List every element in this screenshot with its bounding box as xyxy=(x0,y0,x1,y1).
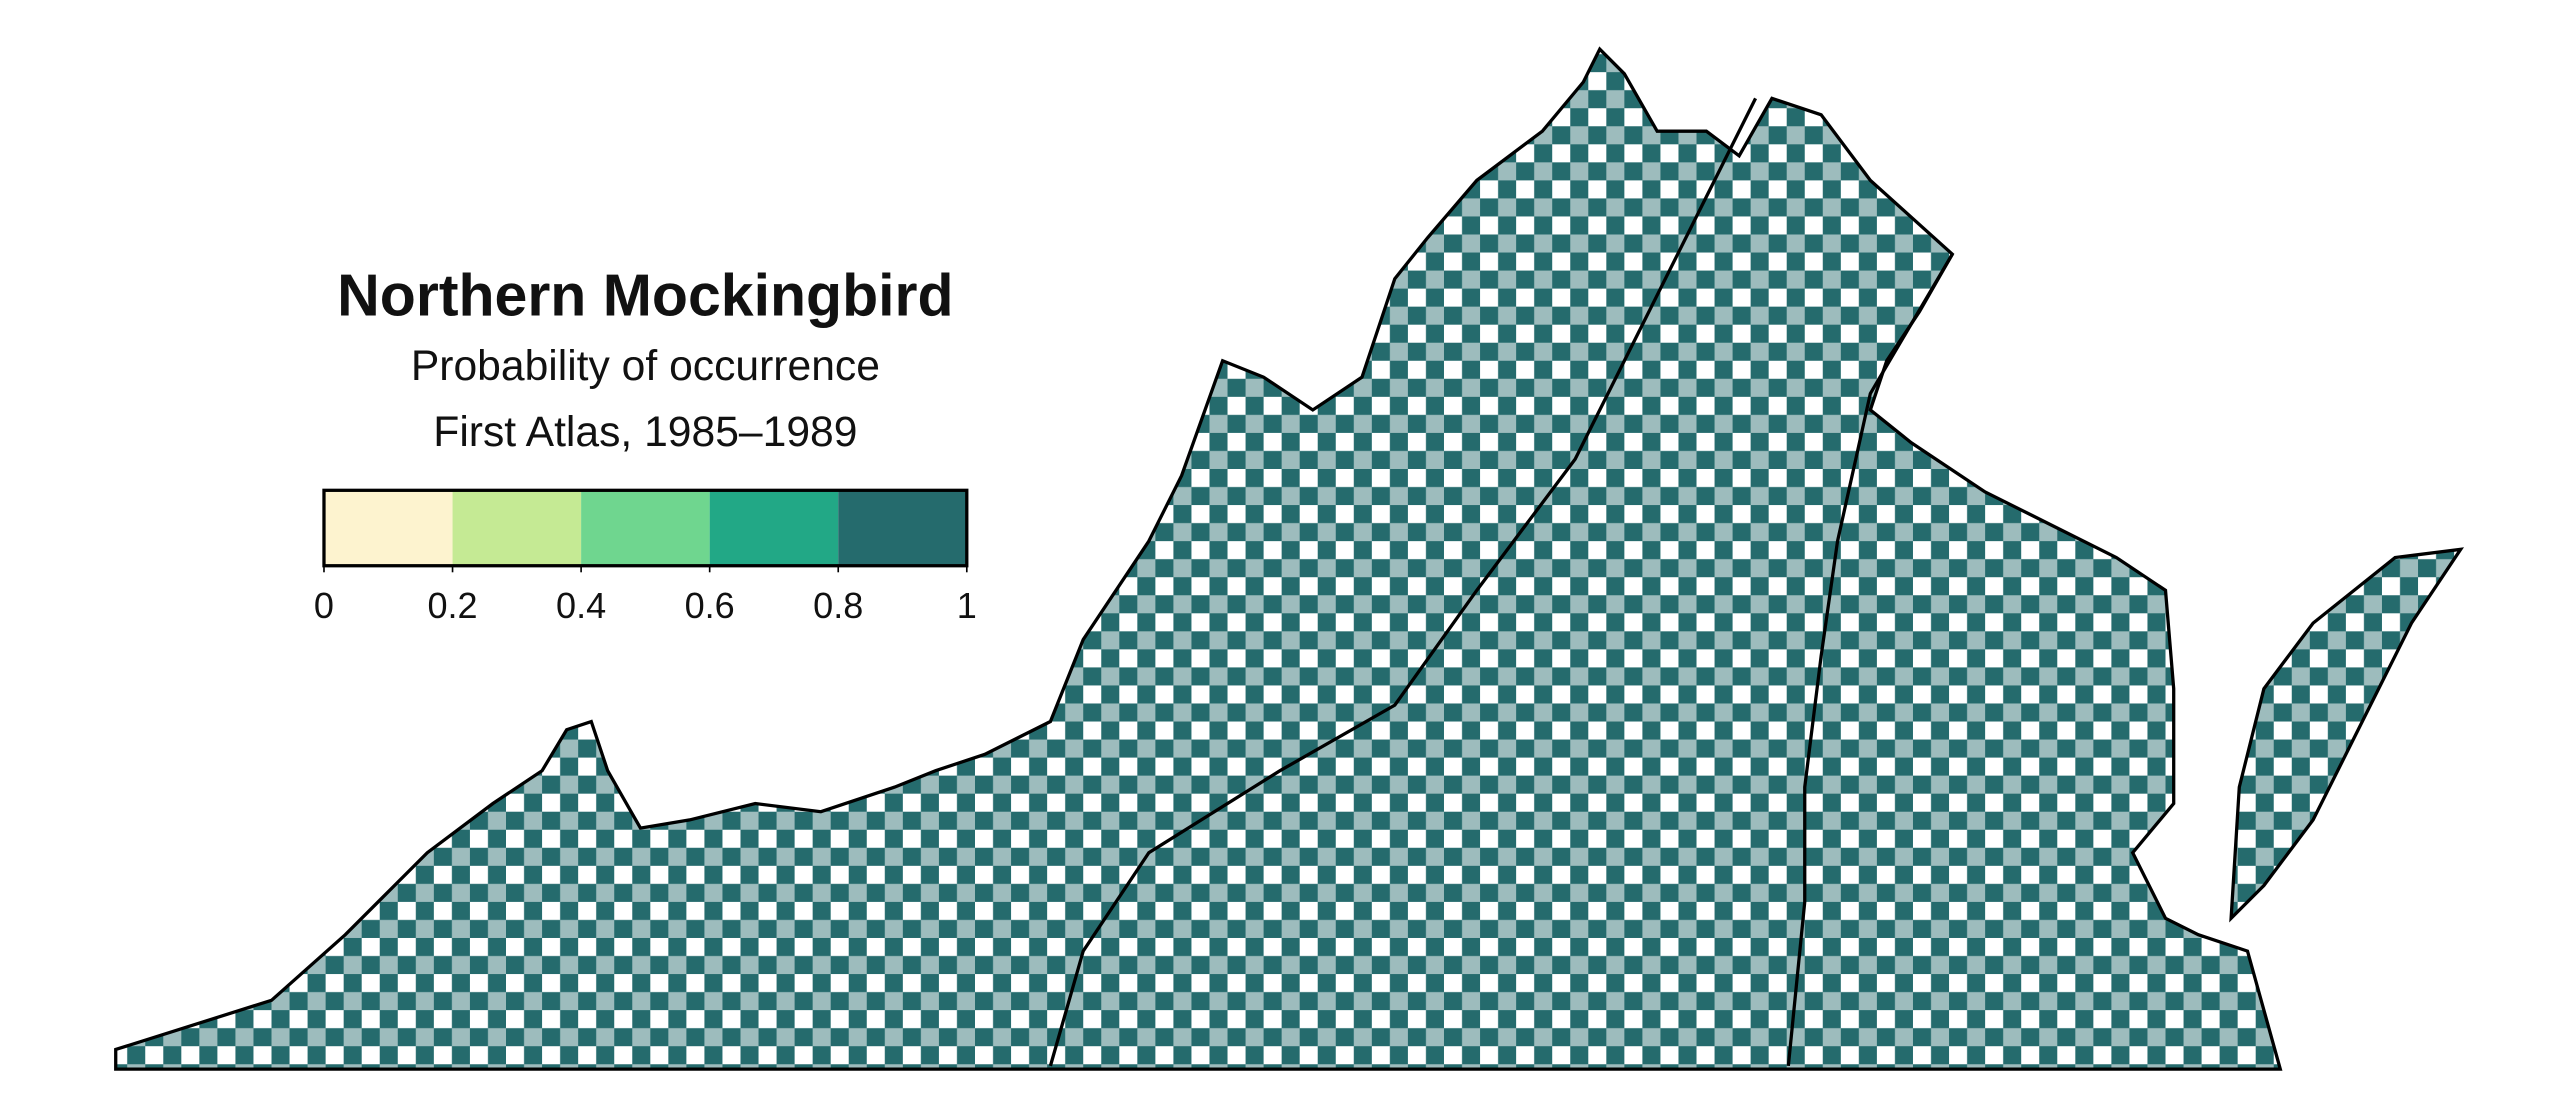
region-boundary xyxy=(1048,97,1758,1067)
eastern-shore xyxy=(2229,547,2465,923)
map-subtitle: Probability of occurrence xyxy=(411,342,880,390)
state-map xyxy=(114,46,2465,1071)
colorbar-swatch xyxy=(323,490,453,566)
colorbar-swatch xyxy=(709,490,839,566)
colorbar-swatch xyxy=(452,490,582,566)
legend: Northern Mockingbird Probability of occu… xyxy=(314,263,977,626)
colorbar-tick-label: 0 xyxy=(314,585,334,626)
colorbar-frame xyxy=(322,488,969,568)
colorbar-tick-label: 0.4 xyxy=(556,585,606,626)
colorbar-tick-label: 0.8 xyxy=(813,585,863,626)
colorbar-swatch xyxy=(581,490,710,566)
colorbar-tick-label: 1 xyxy=(957,585,977,626)
region-boundary xyxy=(1786,253,1954,1067)
state-outline xyxy=(114,46,2283,1071)
map-subtitle: First Atlas, 1985–1989 xyxy=(433,408,857,456)
map-title: Northern Mockingbird xyxy=(337,263,953,329)
colorbar-tick-label: 0.2 xyxy=(427,585,477,626)
colorbar-tick-label: 0.6 xyxy=(685,585,735,626)
colorbar-swatch xyxy=(838,490,967,566)
